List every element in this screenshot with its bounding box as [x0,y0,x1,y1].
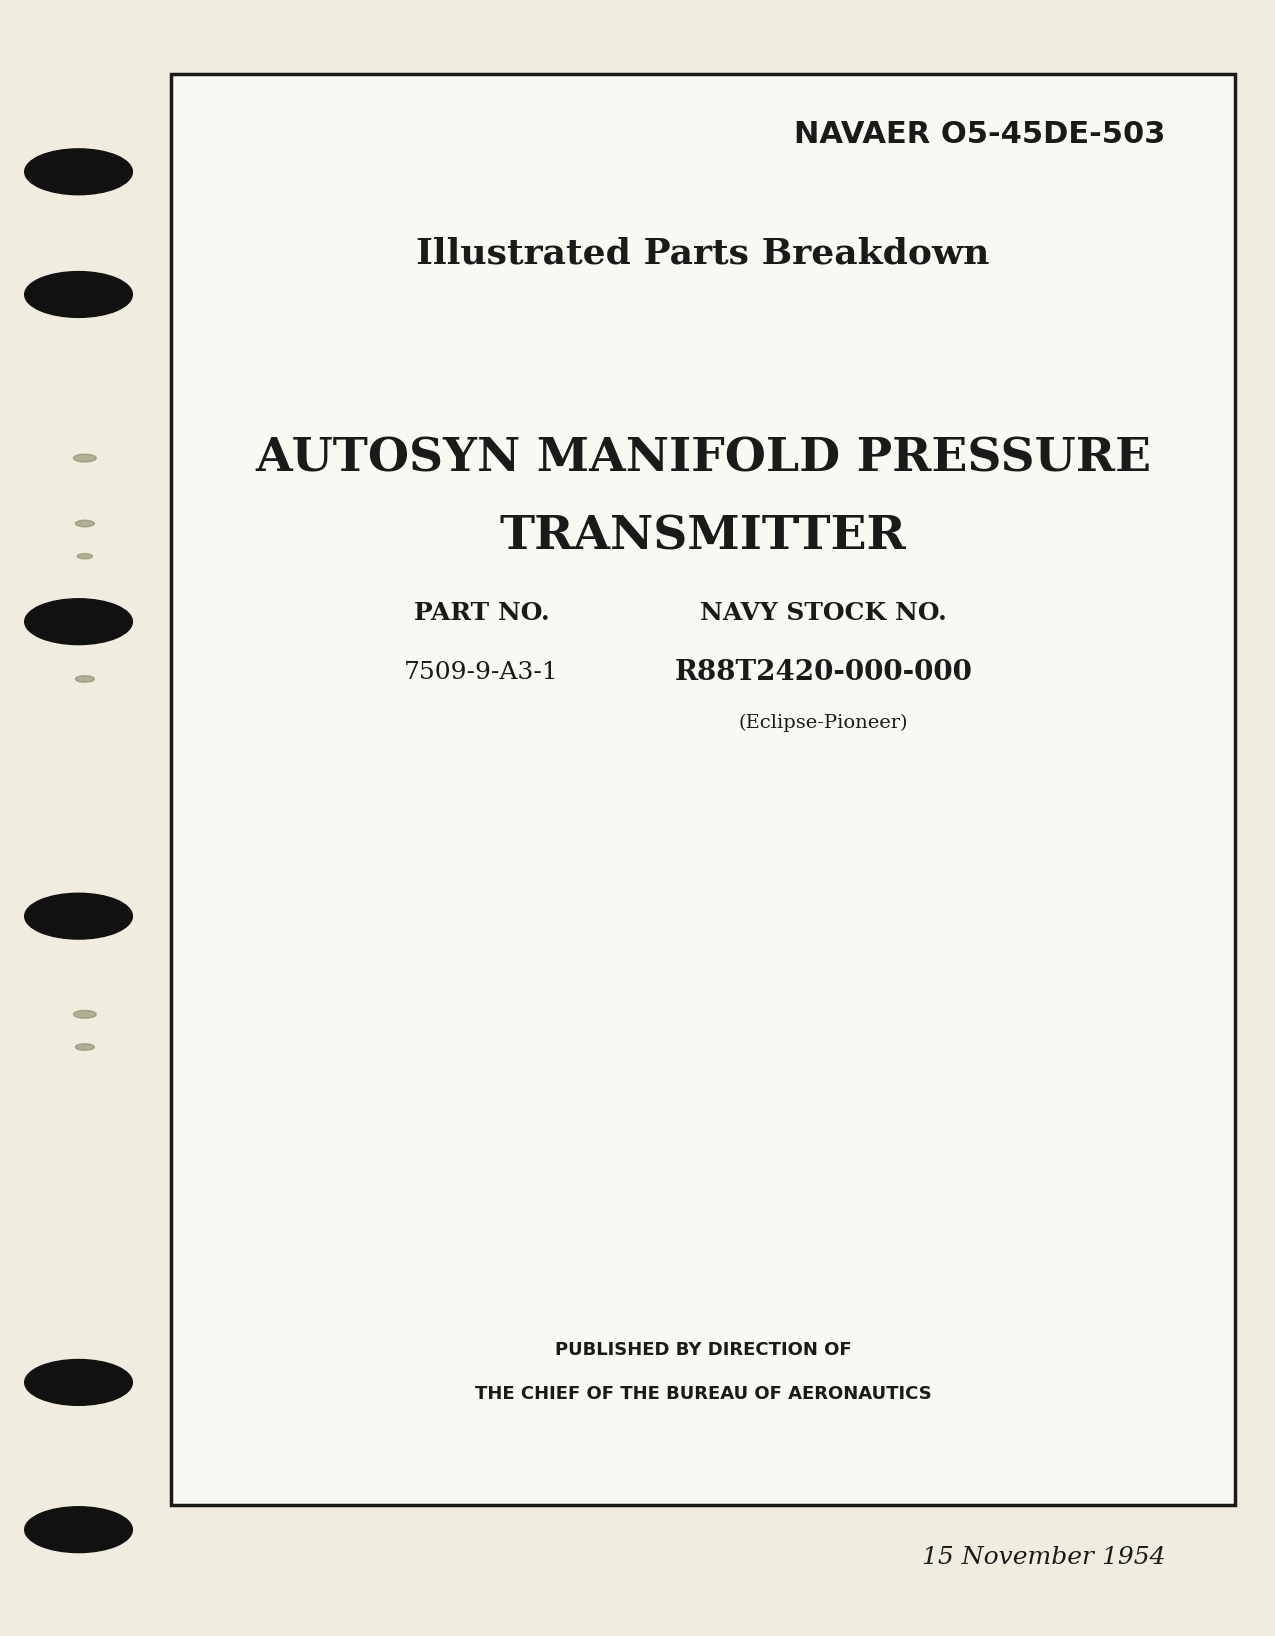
Ellipse shape [78,553,93,560]
Ellipse shape [75,520,94,527]
Bar [171,74,1235,1505]
Ellipse shape [24,1507,133,1553]
Text: PUBLISHED BY DIRECTION OF: PUBLISHED BY DIRECTION OF [555,1340,852,1360]
Text: THE CHIEF OF THE BUREAU OF AERONAUTICS: THE CHIEF OF THE BUREAU OF AERONAUTICS [474,1384,932,1404]
Text: Illustrated Parts Breakdown: Illustrated Parts Breakdown [416,237,989,270]
Text: NAVAER O5-45DE-503: NAVAER O5-45DE-503 [794,119,1165,149]
Ellipse shape [75,676,94,682]
Text: TRANSMITTER: TRANSMITTER [500,514,907,560]
Text: 7509-9-A3-1: 7509-9-A3-1 [404,661,558,684]
Ellipse shape [74,455,97,461]
Text: PART NO.: PART NO. [413,602,550,625]
Ellipse shape [24,1360,133,1405]
Ellipse shape [24,599,133,645]
Ellipse shape [24,272,133,317]
Text: 15 November 1954: 15 November 1954 [922,1546,1165,1569]
Text: AUTOSYN MANIFOLD PRESSURE: AUTOSYN MANIFOLD PRESSURE [255,435,1151,481]
Ellipse shape [74,1011,97,1018]
Ellipse shape [75,1044,94,1050]
Text: NAVY STOCK NO.: NAVY STOCK NO. [700,602,947,625]
Text: R88T2420-000-000: R88T2420-000-000 [674,659,973,685]
Text: (Eclipse-Pioneer): (Eclipse-Pioneer) [738,713,908,733]
Ellipse shape [24,893,133,939]
Ellipse shape [24,149,133,195]
